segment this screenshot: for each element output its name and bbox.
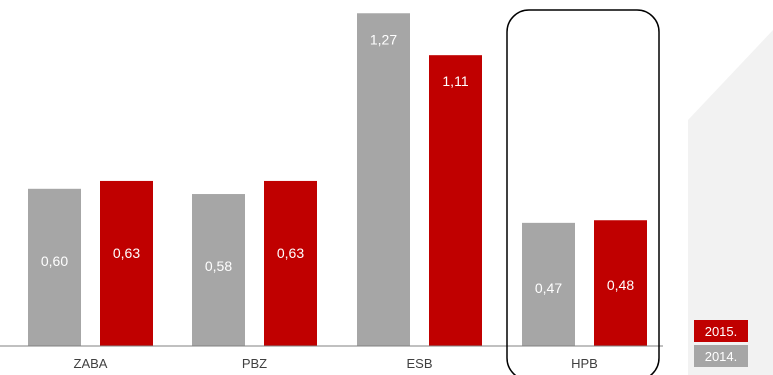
bar-pbz-2015	[264, 180, 317, 346]
bar-value-label: 1,11	[442, 73, 468, 89]
legend-label-2015: 2015.	[705, 324, 738, 339]
bar-pbz-2014	[192, 194, 245, 346]
bar-value-label: 0,63	[113, 245, 140, 261]
category-label-zaba: ZABA	[74, 356, 108, 371]
highlight-box-hpb	[506, 9, 660, 375]
bar-value-label: 0,60	[41, 253, 68, 269]
legend: 2015. 2014.	[694, 320, 748, 367]
bar-value-label: 0,58	[205, 258, 232, 274]
bar-value-label: 1,27	[370, 31, 397, 47]
bar-zaba-2015	[100, 180, 153, 346]
bar-hpb-2014	[522, 222, 575, 346]
category-label-esb: ESB	[406, 356, 432, 371]
legend-swatch-2015	[694, 320, 748, 342]
bars-layer	[28, 13, 647, 347]
bar-value-label: 0,47	[535, 280, 562, 296]
decor-panel	[688, 30, 773, 375]
category-label-pbz: PBZ	[242, 356, 267, 371]
category-labels: ZABA PBZ ESB HPB	[74, 356, 598, 371]
bar-esb-2015	[429, 55, 482, 347]
bar-value-label: 0,48	[607, 277, 634, 293]
labels-layer: 0,60 0,63 0,58 0,63 1,27 1,11 0,47 0,48	[41, 31, 634, 296]
legend-label-2014: 2014.	[705, 349, 738, 364]
bar-value-label: 0,63	[277, 245, 304, 261]
legend-swatch-2014	[694, 345, 748, 367]
bar-hpb-2015	[594, 220, 647, 346]
category-label-hpb: HPB	[571, 356, 598, 371]
bar-esb-2014	[357, 13, 410, 346]
bar-zaba-2014	[28, 188, 81, 346]
